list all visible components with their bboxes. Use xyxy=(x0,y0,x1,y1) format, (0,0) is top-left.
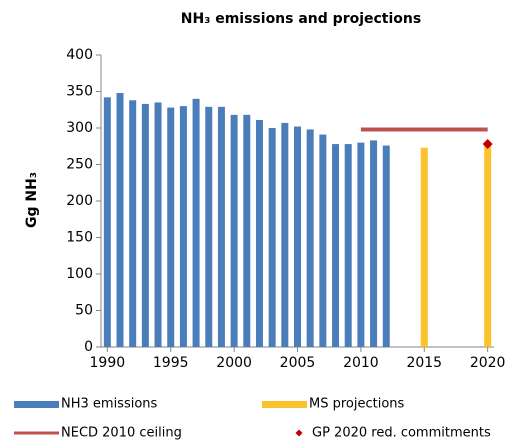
x-tick-label: 2000 xyxy=(216,355,252,371)
bar xyxy=(179,106,187,347)
point xyxy=(482,139,493,150)
bar xyxy=(306,129,314,347)
bar xyxy=(129,100,137,347)
bar xyxy=(370,140,378,347)
x-tick-label: 2015 xyxy=(406,355,442,371)
legend-label: MS projections xyxy=(309,397,405,412)
y-axis-label: Gg NH₃ xyxy=(24,172,40,228)
chart-title: NH₃ emissions and projections xyxy=(181,11,421,27)
y-tick-label: 250 xyxy=(66,157,93,173)
legend-label: GP 2020 red. commitments xyxy=(312,426,491,441)
legend-label: NECD 2010 ceiling xyxy=(61,426,182,441)
bar xyxy=(484,143,492,347)
y-tick-label: 50 xyxy=(75,303,93,319)
y-tick-label: 400 xyxy=(66,47,93,63)
bar xyxy=(141,103,149,347)
bar xyxy=(192,98,200,347)
y-tick-label: 150 xyxy=(66,230,93,246)
y-tick-label: 350 xyxy=(66,84,93,100)
y-tick-label: 0 xyxy=(84,339,93,355)
legend-swatch xyxy=(14,401,59,408)
bar xyxy=(281,122,289,347)
bar xyxy=(332,144,340,347)
legend-swatch xyxy=(262,401,307,408)
y-tick-label: 100 xyxy=(66,266,93,282)
bar xyxy=(268,128,276,347)
bar xyxy=(382,145,390,347)
bar xyxy=(420,147,428,347)
y-tick-label: 300 xyxy=(66,120,93,136)
bar xyxy=(205,106,213,347)
x-tick-label: 2020 xyxy=(470,355,506,371)
bar xyxy=(319,134,327,347)
legend-swatch xyxy=(295,429,303,437)
x-tick-label: 2005 xyxy=(280,355,316,371)
bar xyxy=(344,144,352,347)
bar xyxy=(154,102,162,347)
bar xyxy=(103,97,111,347)
bar xyxy=(255,119,263,347)
x-tick-label: 1990 xyxy=(90,355,126,371)
bar xyxy=(294,126,301,347)
x-tick-label: 1995 xyxy=(153,355,189,371)
bar xyxy=(167,107,175,347)
y-tick-label: 200 xyxy=(66,193,93,209)
bar xyxy=(243,114,251,347)
bar xyxy=(357,142,365,347)
bar xyxy=(217,106,225,347)
x-tick-label: 2010 xyxy=(343,355,379,371)
bar xyxy=(230,114,238,347)
legend-label: NH3 emissions xyxy=(61,397,158,412)
bar xyxy=(116,92,124,348)
